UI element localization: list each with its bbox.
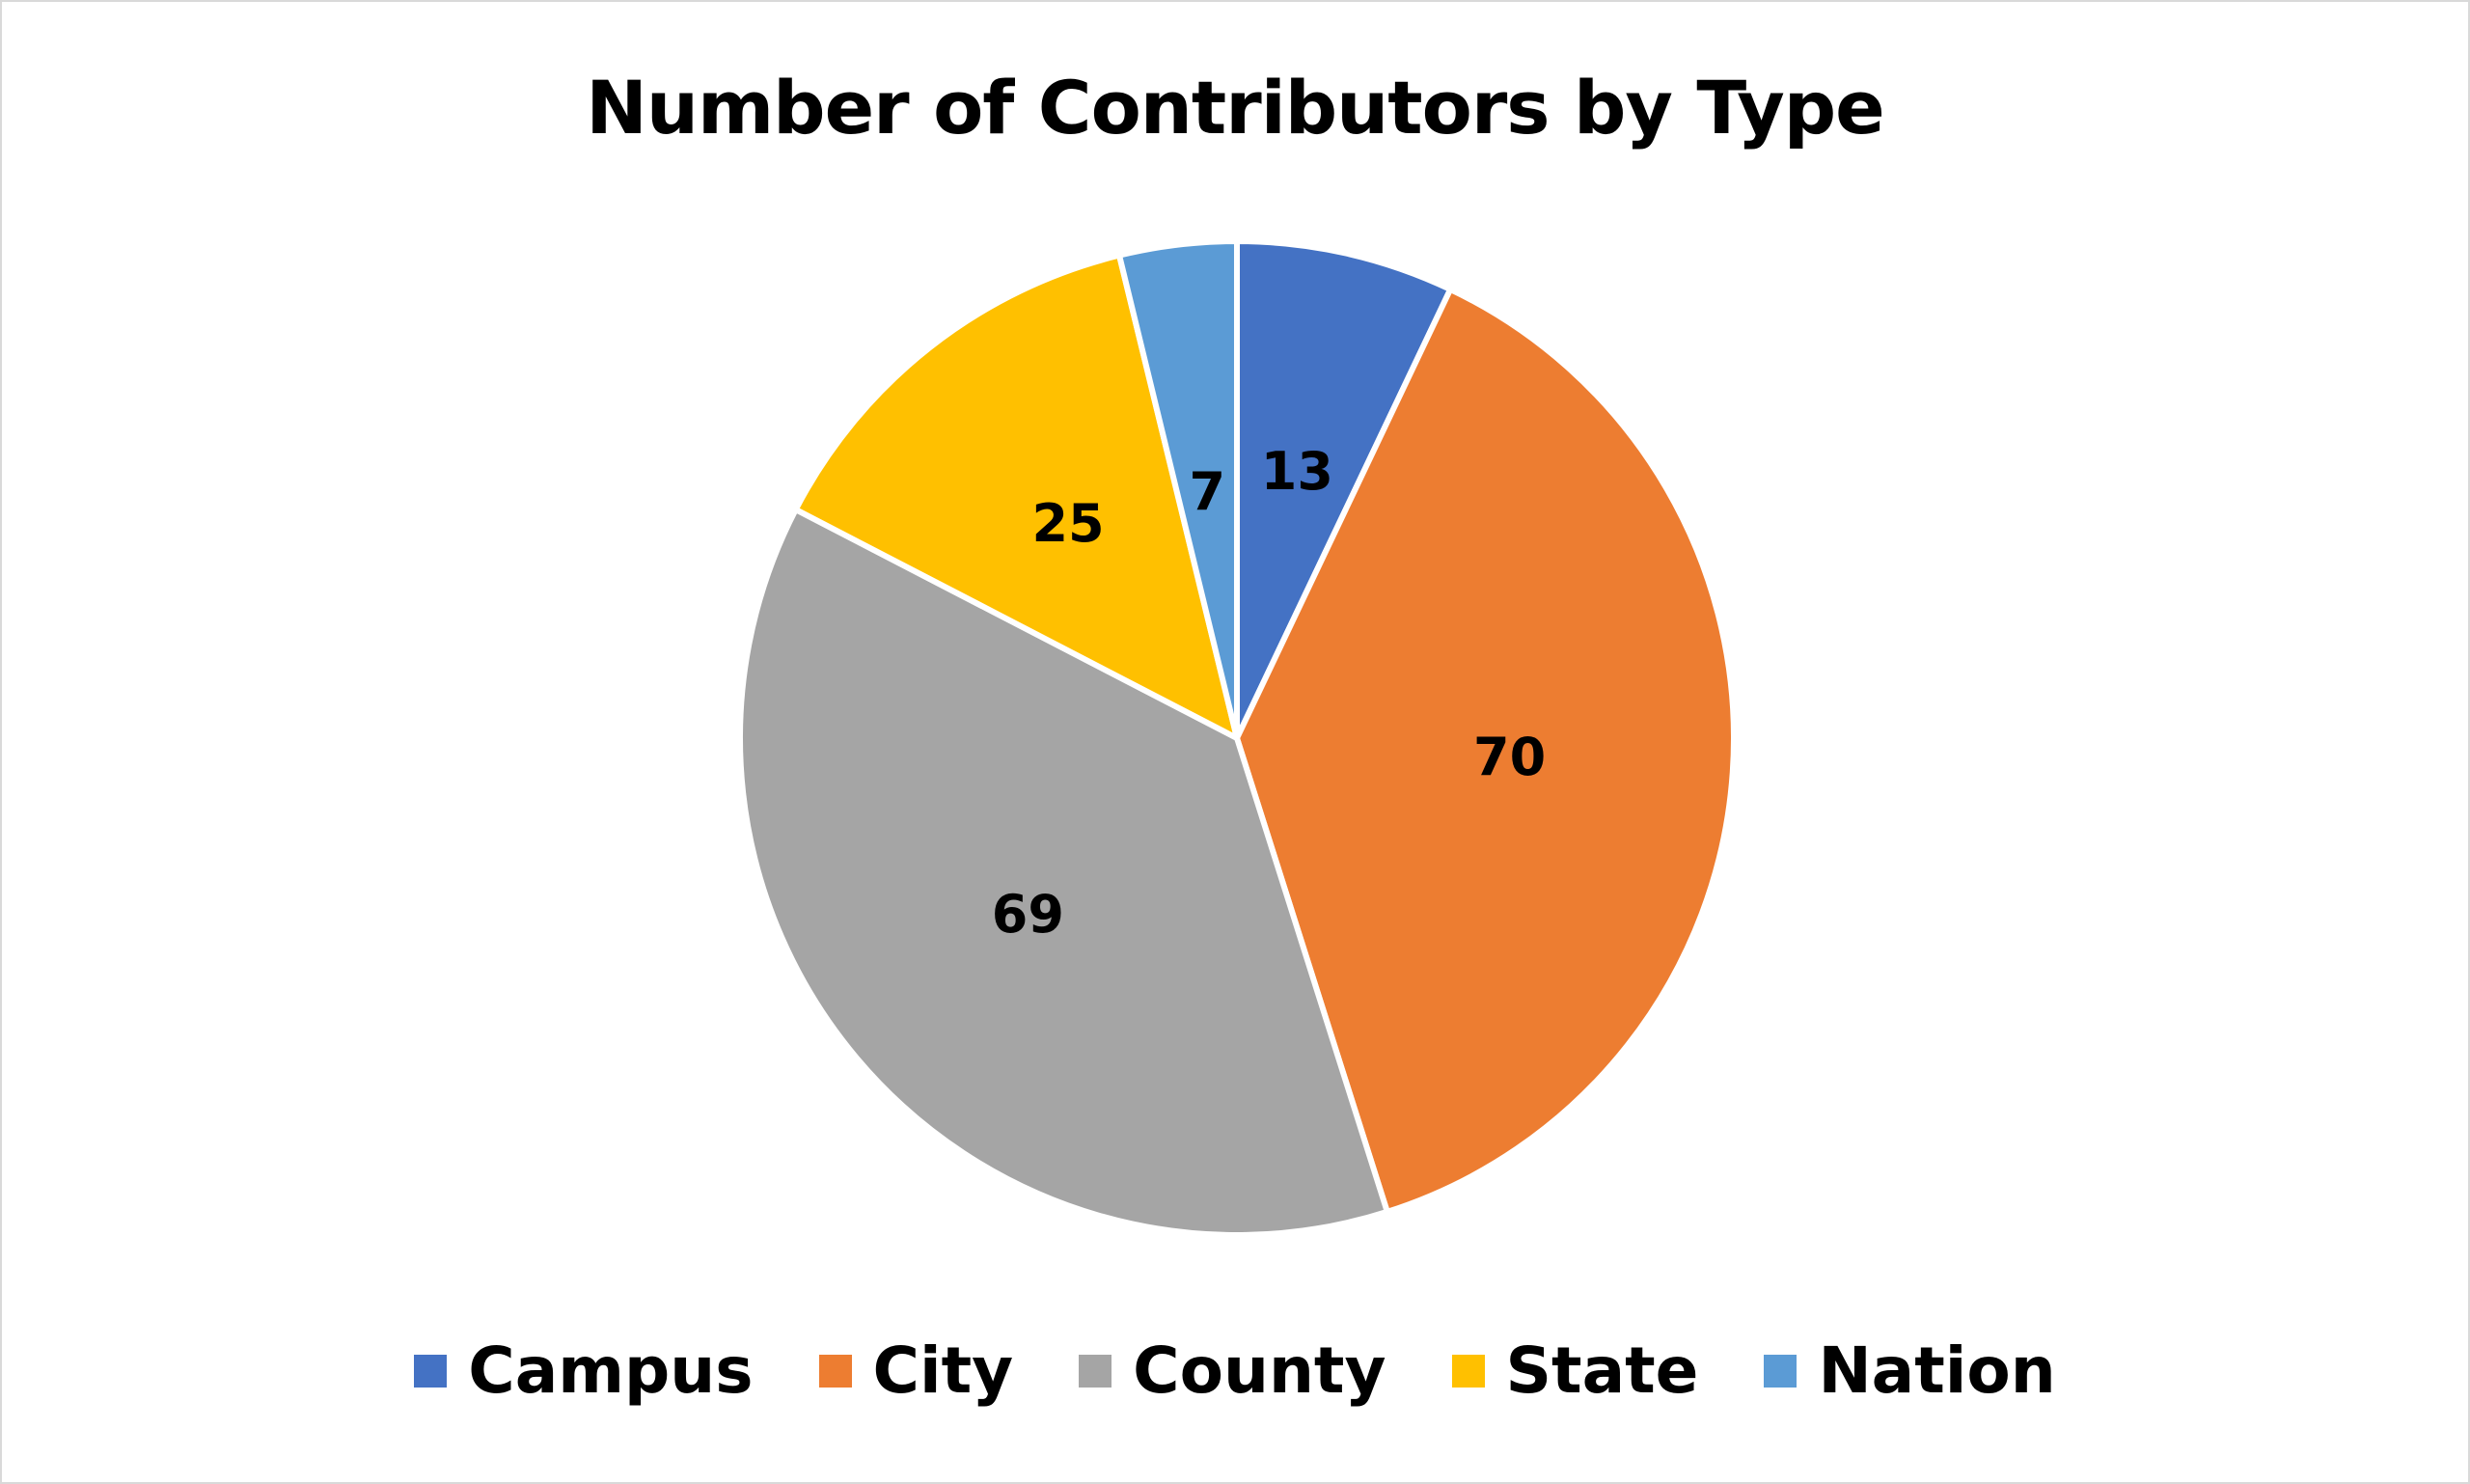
data-label-city: 70 bbox=[1473, 727, 1546, 787]
legend-item-nation: Nation bbox=[1764, 1333, 2056, 1408]
legend-label-county: County bbox=[1133, 1333, 1386, 1408]
legend-label-state: State bbox=[1505, 1333, 1699, 1408]
legend-swatch-nation bbox=[1764, 1354, 1798, 1388]
data-label-campus: 13 bbox=[1261, 441, 1333, 502]
legend-item-county: County bbox=[1079, 1333, 1386, 1408]
pie-slice-city bbox=[1234, 286, 1737, 1215]
pie-slice-campus bbox=[1234, 238, 1454, 741]
data-label-nation: 7 bbox=[1190, 461, 1226, 522]
legend-label-city: City bbox=[872, 1333, 1014, 1408]
legend-label-nation: Nation bbox=[1818, 1333, 2056, 1408]
legend-swatch-county bbox=[1079, 1354, 1112, 1388]
legend-swatch-state bbox=[1451, 1354, 1485, 1388]
data-label-county: 69 bbox=[992, 884, 1064, 945]
legend-item-campus: Campus bbox=[414, 1333, 754, 1408]
data-label-state: 25 bbox=[1031, 493, 1104, 554]
pie-slice-state bbox=[792, 252, 1240, 741]
legend-item-state: State bbox=[1451, 1333, 1699, 1408]
legend-label-campus: Campus bbox=[468, 1333, 754, 1408]
legend-swatch-city bbox=[818, 1354, 852, 1388]
legend-item-city: City bbox=[818, 1333, 1014, 1408]
chart-legend: Campus City County State Nation bbox=[2, 1333, 2468, 1408]
pie-slice-county bbox=[737, 507, 1390, 1238]
chart-title: Number of Contributors by Type bbox=[586, 65, 1884, 151]
legend-swatch-campus bbox=[414, 1354, 448, 1388]
pie-slice-nation bbox=[1116, 238, 1240, 741]
